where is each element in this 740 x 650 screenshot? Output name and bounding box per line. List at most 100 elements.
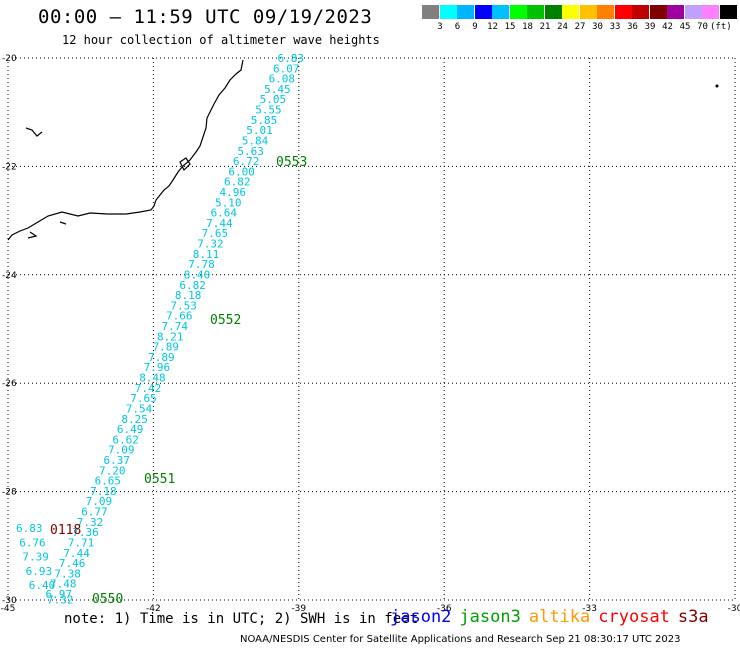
lon-tick-label: -45	[1, 604, 16, 614]
pass-time-label: 0550	[92, 592, 123, 607]
swh-value: 7.78	[188, 258, 215, 271]
map-title: 00:00 – 11:59 UTC 09/19/2023	[38, 6, 373, 28]
legend-label: 21	[539, 22, 551, 32]
legend-swatch	[702, 5, 719, 19]
legend-label: 45	[679, 22, 691, 32]
swh-value: 6.65	[95, 475, 122, 488]
credit-line: NOAA/NESDIS Center for Satellite Applica…	[240, 634, 681, 645]
legend-label: 9	[472, 22, 478, 32]
swh-value: 7.09	[108, 444, 135, 457]
lat-tick-label: -24	[2, 271, 17, 281]
lon-tick-label: -33	[582, 604, 597, 614]
lat-tick-label: -20	[2, 54, 17, 64]
satellite-s3a: s3a	[677, 607, 709, 627]
pass-time-labels: 0553 0552 0551 0550 0118	[50, 155, 307, 607]
swh-value: 5.55	[255, 104, 282, 117]
swh-value: 7.32	[47, 594, 74, 607]
footnote: note: 1) Time is in UTC; 2) SWH is in fe…	[64, 611, 419, 627]
swh-value: 7.66	[166, 310, 193, 323]
lat-tick-label: -22	[2, 162, 17, 172]
swh-value: 7.32	[197, 238, 224, 251]
swh-value: 7.42	[135, 382, 162, 395]
swh-value: 5.45	[264, 83, 291, 96]
swh-value: 7.54	[126, 402, 153, 415]
satellite-jason2: jason2	[390, 607, 452, 627]
swh-value: 6.83	[278, 52, 305, 65]
legend-swatch	[457, 5, 474, 19]
legend-swatch	[527, 5, 544, 19]
swh-value: 6.62	[112, 433, 139, 446]
swh-value: 7.48	[50, 578, 77, 591]
axis-tick-labels: -20-22-24-26-28-30-45 -42 -39 -36 -33 -30	[1, 54, 740, 614]
pass-time-label: 0551	[144, 472, 175, 487]
swh-value: 8.40	[184, 268, 211, 281]
lat-lon-grid	[7, 57, 736, 601]
lon-tick-label: -36	[437, 604, 452, 614]
swh-value: 6.76	[19, 536, 46, 549]
lon-tick-label: -42	[146, 604, 161, 614]
satellite-cryosat: cryosat	[598, 607, 670, 627]
swh-value: 7.44	[63, 547, 90, 560]
swh-value: 7.20	[99, 464, 126, 477]
swh-value: 8.25	[121, 413, 148, 426]
coastline	[7, 59, 244, 241]
legend-label: 24	[557, 22, 568, 32]
swh-value: 7.38	[54, 567, 81, 580]
swh-value: 5.10	[215, 196, 242, 209]
swh-value: 6.83	[16, 522, 43, 535]
legend-label: 30	[592, 22, 603, 32]
swh-value: 7.18	[90, 485, 117, 498]
swh-value: 6.07	[273, 62, 300, 75]
legend-label: 12	[487, 22, 498, 32]
swh-value: 5.84	[242, 134, 269, 147]
swh-value: 6.97	[46, 588, 73, 601]
swh-value: 6.72	[233, 155, 260, 168]
legend-label: 36	[627, 22, 638, 32]
swh-value: 6.40	[29, 579, 56, 592]
swh-value: 7.32	[77, 516, 104, 529]
swh-value: 7.65	[130, 392, 157, 405]
swh-value: 5.85	[251, 114, 278, 127]
swh-value: 6.37	[104, 454, 131, 467]
swh-value: 7.09	[86, 495, 113, 508]
legend-swatch	[684, 5, 702, 19]
swh-value: 7.53	[170, 299, 197, 312]
satellite-legend: jason2 jason3 altika cryosat s3a	[390, 607, 717, 627]
legend-label: 70	[697, 22, 708, 32]
legend-swatch	[544, 5, 562, 19]
legend-swatch	[719, 5, 737, 19]
legend-swatch	[614, 5, 632, 19]
lat-tick-label: -26	[2, 379, 17, 389]
swh-value: 7.36	[72, 526, 99, 539]
legend-swatch	[579, 5, 597, 19]
swh-value: 6.64	[211, 207, 238, 220]
legend-label: 33	[609, 22, 621, 32]
legend-swatch	[632, 5, 649, 19]
legend-label: 18	[522, 22, 533, 32]
swh-value: 8.21	[157, 330, 184, 343]
swh-value: 7.44	[206, 217, 233, 230]
swh-value: 7.39	[22, 551, 49, 564]
swh-value: 4.96	[220, 186, 247, 199]
legend-swatch	[492, 5, 509, 19]
swh-value: 7.96	[144, 361, 171, 374]
satellite-altika: altika	[528, 607, 591, 627]
swh-value: 7.74	[162, 320, 189, 333]
swh-value: 6.93	[26, 565, 52, 578]
secondary-track: 6.836.76 7.396.936.40 7.32	[16, 522, 74, 607]
swh-value: 6.82	[179, 279, 206, 292]
legend-swatch	[474, 5, 492, 19]
legend-swatch	[667, 5, 684, 19]
map-subtitle: 12 hour collection of altimeter wave hei…	[62, 33, 380, 47]
satellite-jason3: jason3	[459, 607, 521, 627]
swh-value: 6.49	[117, 423, 144, 436]
swh-value: 8.48	[139, 372, 166, 385]
pass-time-label: 0552	[210, 313, 241, 328]
legend-label: 27	[574, 22, 586, 32]
swh-value: 7.71	[68, 536, 95, 549]
swh-value: 5.05	[260, 93, 287, 106]
swh-value: 8.18	[175, 289, 202, 302]
legend-label: 15	[504, 22, 516, 32]
legend-swatch	[422, 5, 439, 19]
